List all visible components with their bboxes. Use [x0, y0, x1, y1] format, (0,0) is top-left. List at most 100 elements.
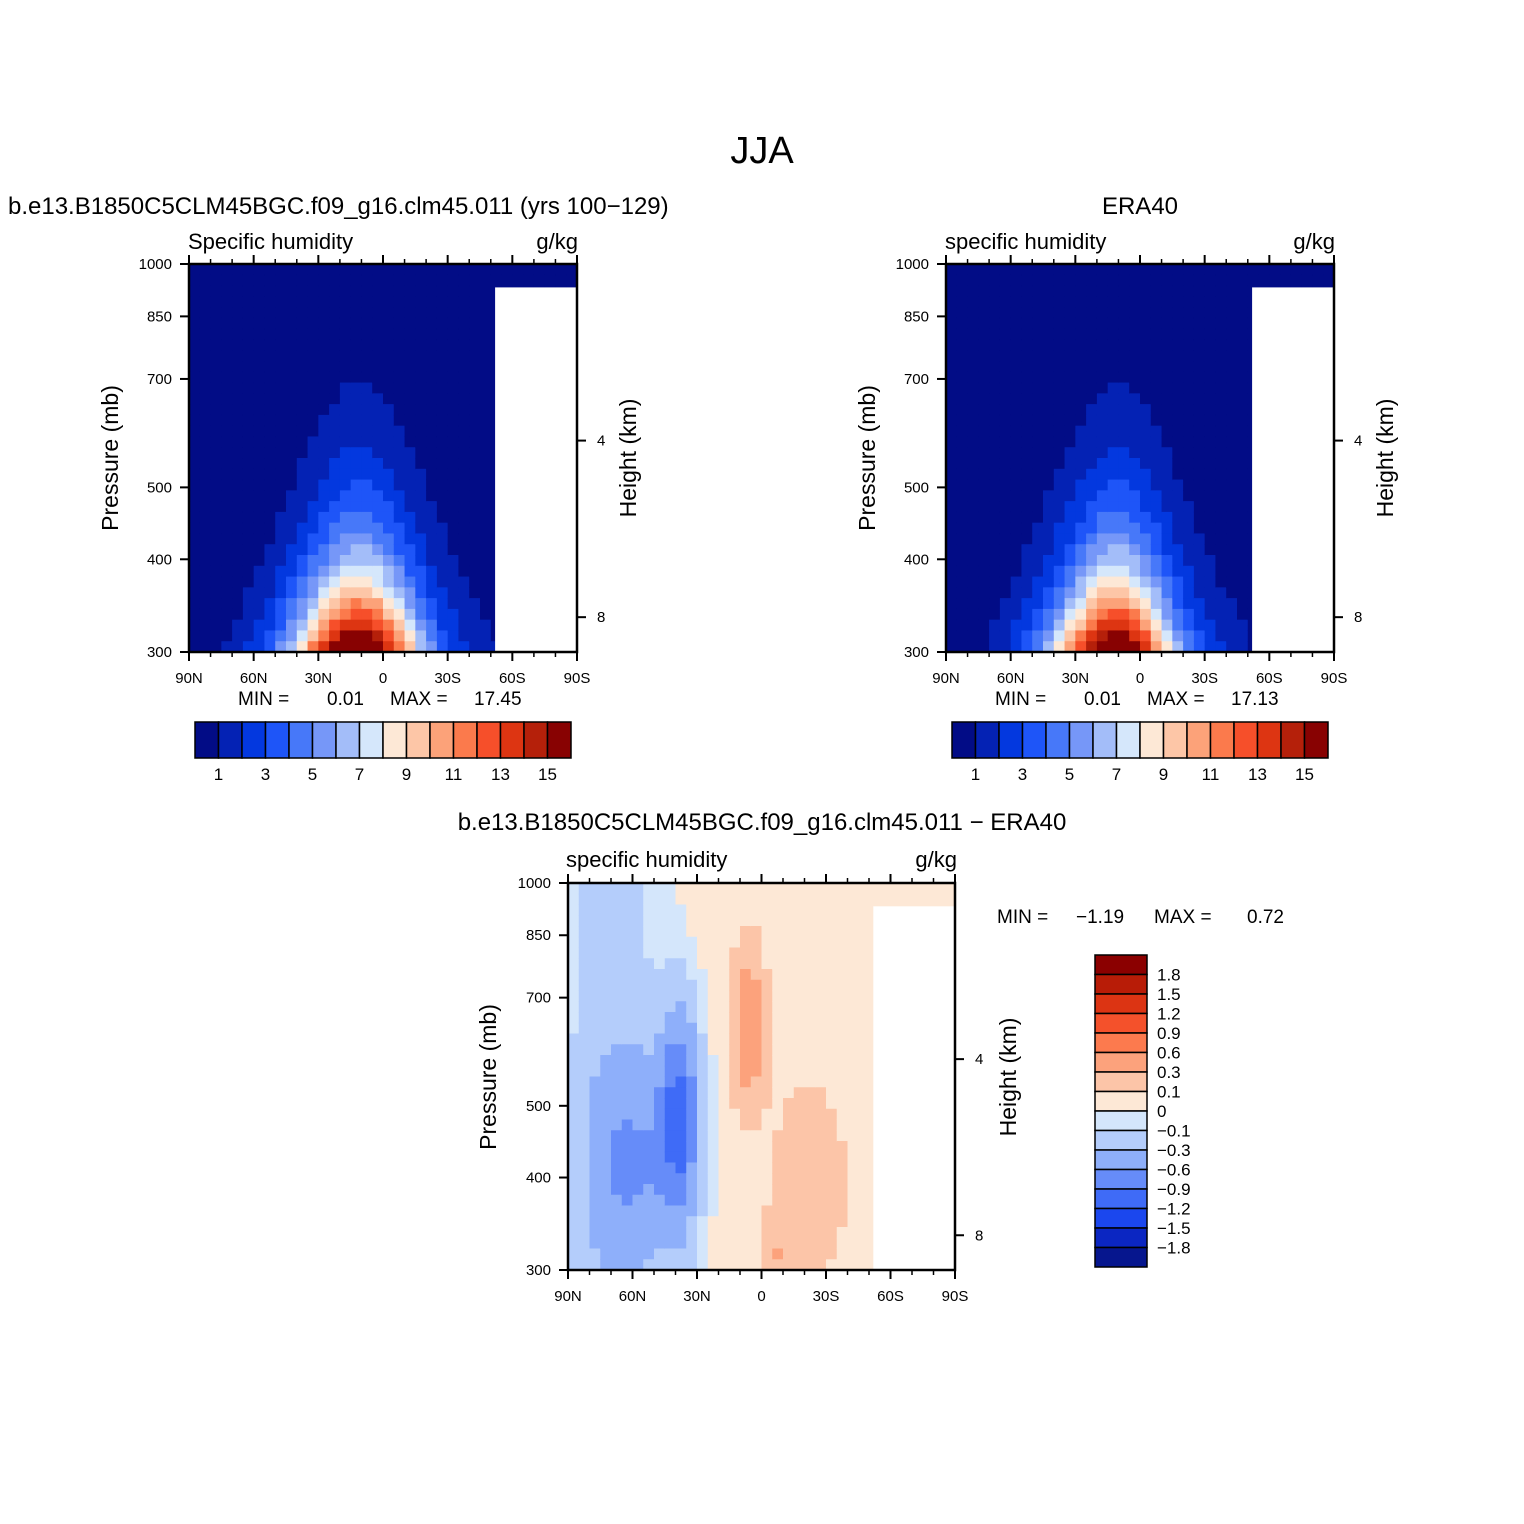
contour-cell: [286, 285, 298, 297]
contour-cell: [210, 361, 222, 373]
contour-cell: [436, 490, 449, 502]
contour-cell: [286, 630, 298, 642]
contour-cell: [361, 328, 373, 341]
contour-cell: [804, 1141, 816, 1153]
contour-cell: [611, 883, 623, 895]
contour-cell: [729, 1065, 741, 1078]
contour-cell: [1032, 264, 1044, 276]
contour-cell: [718, 904, 730, 916]
contour-cell: [740, 1001, 752, 1013]
contour-cell: [469, 576, 481, 588]
contour-cell: [350, 285, 363, 297]
contour-cell: [189, 468, 201, 481]
contour-cell: [1150, 371, 1163, 384]
contour-cell: [761, 1130, 773, 1142]
contour-cell: [847, 1076, 859, 1088]
contour-cell: [783, 1162, 795, 1174]
contour-cell: [242, 479, 255, 491]
contour-cell: [426, 307, 438, 319]
contour-cell: [643, 1216, 655, 1228]
contour-cell: [697, 883, 709, 895]
contour-cell: [783, 893, 795, 906]
colorbar-box: [546, 721, 572, 759]
contour-cell: [793, 1173, 806, 1185]
contour-cell: [632, 1087, 644, 1099]
contour-cell: [436, 307, 449, 319]
contour-cell: [1204, 544, 1217, 556]
contour-cell: [436, 350, 449, 362]
contour-cell: [718, 1141, 730, 1153]
contour-cell: [578, 926, 591, 938]
contour-cell: [967, 608, 979, 621]
contour-cell: [1107, 414, 1120, 427]
contour-cell: [404, 307, 416, 319]
contour-cell: [858, 1194, 870, 1207]
contour-cell: [826, 969, 838, 981]
contour-cell: [1150, 641, 1163, 653]
contour-cell: [199, 511, 212, 524]
contour-cell: [1032, 522, 1044, 535]
contour-cell: [729, 1098, 741, 1110]
contour-cell: [568, 1184, 580, 1196]
contour-cell: [1053, 285, 1066, 297]
contour-cell: [339, 458, 352, 470]
contour-cell: [578, 1022, 591, 1035]
contour-cell: [999, 328, 1012, 341]
contour-cell: [750, 1108, 763, 1121]
contour-cell: [1021, 371, 1033, 384]
contour-cell: [1118, 307, 1130, 319]
contour-cell: [793, 990, 806, 1002]
contour-cell: [436, 274, 449, 287]
contour-cell: [664, 936, 677, 949]
contour-cell: [632, 915, 644, 927]
contour-cell: [393, 285, 406, 297]
contour-cell: [350, 393, 363, 405]
contour-cell: [329, 619, 341, 632]
contour-cell: [383, 522, 395, 535]
contour-cell: [275, 565, 287, 578]
contour-cell: [1075, 371, 1087, 384]
contour-cell: [1010, 479, 1023, 491]
contour-cell: [600, 979, 612, 992]
contour-cell: [568, 947, 580, 959]
contour-cell: [1237, 511, 1249, 524]
contour-cell: [1161, 274, 1173, 287]
contour-cell: [879, 883, 892, 895]
colorbar-box: [1094, 1129, 1148, 1151]
contour-cell: [611, 936, 623, 949]
contour-cell: [621, 1076, 634, 1088]
contour-cell: [589, 1184, 601, 1196]
contour-cell: [1064, 425, 1076, 438]
contour-cell: [978, 576, 990, 588]
contour-cell: [750, 1162, 763, 1174]
panel-era40-ylabel: Pressure (mb): [854, 385, 880, 531]
contour-cell: [275, 479, 287, 491]
contour-cell: [697, 1098, 709, 1110]
contour-cell: [1086, 447, 1098, 459]
contour-cell: [772, 1162, 784, 1174]
contour-cell: [426, 630, 438, 642]
contour-cell: [697, 1044, 709, 1056]
contour-cell: [654, 1022, 666, 1035]
contour-cell: [447, 371, 460, 384]
contour-cell: [447, 468, 460, 481]
contour-cell: [740, 1216, 752, 1228]
contour-cell: [199, 274, 212, 287]
contour-cell: [686, 1237, 698, 1250]
contour-cell: [1107, 317, 1120, 330]
contour-cell: [426, 490, 438, 502]
contour-cell: [707, 1141, 720, 1153]
contour-cell: [600, 958, 612, 970]
panel-model-contour-field: [189, 264, 578, 653]
contour-cell: [675, 1012, 687, 1024]
contour-cell: [858, 1141, 870, 1153]
contour-cell: [783, 1044, 795, 1056]
contour-cell: [350, 296, 363, 308]
contour-cell: [480, 350, 492, 362]
contour-cell: [1226, 436, 1238, 448]
contour-cell: [967, 436, 979, 448]
contour-cell: [426, 425, 438, 438]
contour-cell: [1161, 641, 1173, 653]
contour-cell: [264, 404, 276, 416]
contour-cell: [1096, 404, 1109, 416]
